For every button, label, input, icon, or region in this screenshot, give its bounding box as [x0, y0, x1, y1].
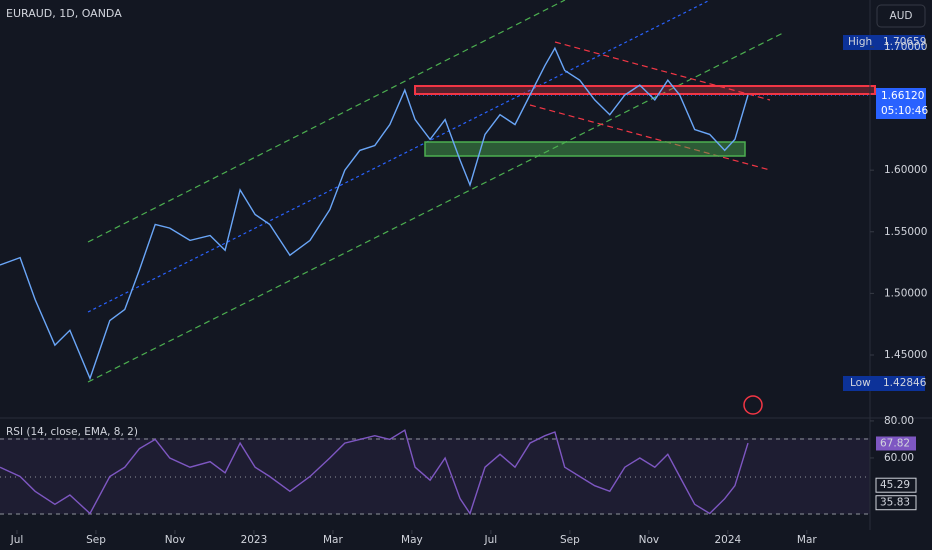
symbol: EURAUD, 1D, OANDA [6, 7, 122, 20]
last-price: 1.66120 [881, 90, 924, 102]
value-badge [876, 436, 916, 451]
x-tick-label: Sep [560, 534, 580, 546]
value-badge [875, 495, 917, 511]
x-tick-label: Sep [86, 534, 106, 546]
y-tick-label: 80.00 [884, 415, 914, 427]
high-badge [843, 35, 925, 50]
value-badge-label: 35.83 [880, 497, 910, 509]
last-badge [876, 88, 926, 119]
value-badge [875, 477, 917, 493]
high-value: 1.70659 [883, 36, 926, 48]
channel-upper [87, 0, 566, 243]
y-tick-label: 1.45000 [884, 349, 927, 361]
support-zone [424, 141, 746, 157]
value-badge-label: 45.29 [880, 479, 910, 491]
x-tick-label: May [401, 534, 423, 546]
x-tick-label: Jul [484, 534, 498, 546]
value-badge-label: 67.82 [880, 437, 910, 449]
x-tick-label: Mar [323, 534, 343, 546]
x-tick-label: Jul [10, 534, 24, 546]
currency-button[interactable] [876, 4, 926, 28]
x-tick-label: 2024 [714, 534, 741, 546]
rsi-title: RSI (14, close, EMA, 8, 2) [6, 426, 138, 438]
series-line [0, 46, 749, 381]
y-tick-label: 1.60000 [884, 164, 927, 176]
x-tick-label: 2023 [241, 534, 268, 546]
low-value: 1.42846 [883, 377, 927, 389]
rsi-band [0, 438, 870, 514]
x-tick-label: Nov [639, 534, 660, 546]
high-label: High [848, 36, 872, 48]
x-tick-label: Nov [165, 534, 186, 546]
low-badge [843, 376, 925, 391]
y-tick-label: 1.70000 [884, 41, 927, 53]
y-tick-label: 1.55000 [884, 226, 927, 238]
y-tick-label: 60.00 [884, 452, 914, 464]
x-tick-label: Mar [797, 534, 817, 546]
event-icon[interactable] [743, 395, 763, 415]
channel-mid [87, 0, 711, 313]
wedge-lower [529, 104, 771, 171]
y-tick-label: 1.50000 [884, 287, 927, 299]
series-line [0, 429, 749, 516]
countdown: 05:10:46 [881, 105, 928, 117]
wedge-upper [554, 41, 771, 101]
low-label: Low [850, 377, 871, 389]
currency: AUD [890, 10, 913, 22]
